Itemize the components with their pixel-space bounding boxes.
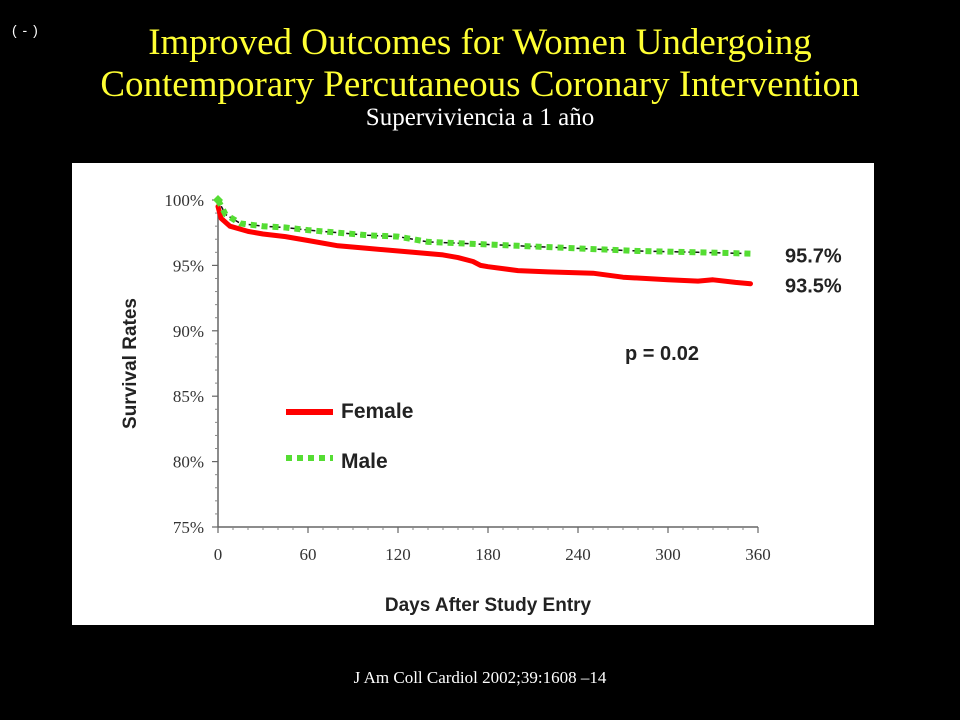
citation: J Am Coll Cardiol 2002;39:1608 –14 [353,668,607,687]
survival-chart: 75% 80% 85% 90% 95% 100% 0 60 120 180 240 300 360 Day… [72,163,874,625]
male-start-point [213,195,223,205]
y-tick-label: 90% [173,322,204,341]
y-tick-label: 80% [173,453,204,472]
female-end-label: 93.5% [785,276,842,298]
slide-subtitle: Superviviencia a 1 año [365,104,595,131]
y-tick-label: 75% [173,518,204,537]
y-axis-label: Survival Rates [120,298,141,429]
slide-corner-mark: ( - ) [12,22,39,38]
legend-male-label: Male [341,450,388,473]
x-axis-label: Days After Study Entry [385,595,592,616]
y-tick-label: 100% [164,191,204,210]
x-tick-label: 0 [214,545,223,564]
x-tick-label: 60 [300,545,317,564]
male-series-line [215,198,751,257]
y-tick-label: 85% [173,387,204,406]
x-tick-label: 240 [565,545,591,564]
female-series-line [215,204,753,287]
legend-female-label: Female [341,400,413,423]
x-tick-label: 120 [385,545,411,564]
slide-title-line-1: Improved Outcomes for Women Undergoing [148,22,812,63]
survival-chart-svg: 75% 80% 85% 90% 95% 100% 0 60 120 180 240 300 360 Day… [120,191,842,616]
p-value-annotation: p = 0.02 [625,343,699,365]
x-tick-label: 360 [745,545,771,564]
slide-title-line-2: Contemporary Percutaneous Coronary Inter… [100,64,860,105]
male-end-label: 95.7% [785,246,842,268]
x-tick-label: 180 [475,545,501,564]
y-tick-label: 95% [173,256,204,275]
x-tick-label: 300 [655,545,681,564]
